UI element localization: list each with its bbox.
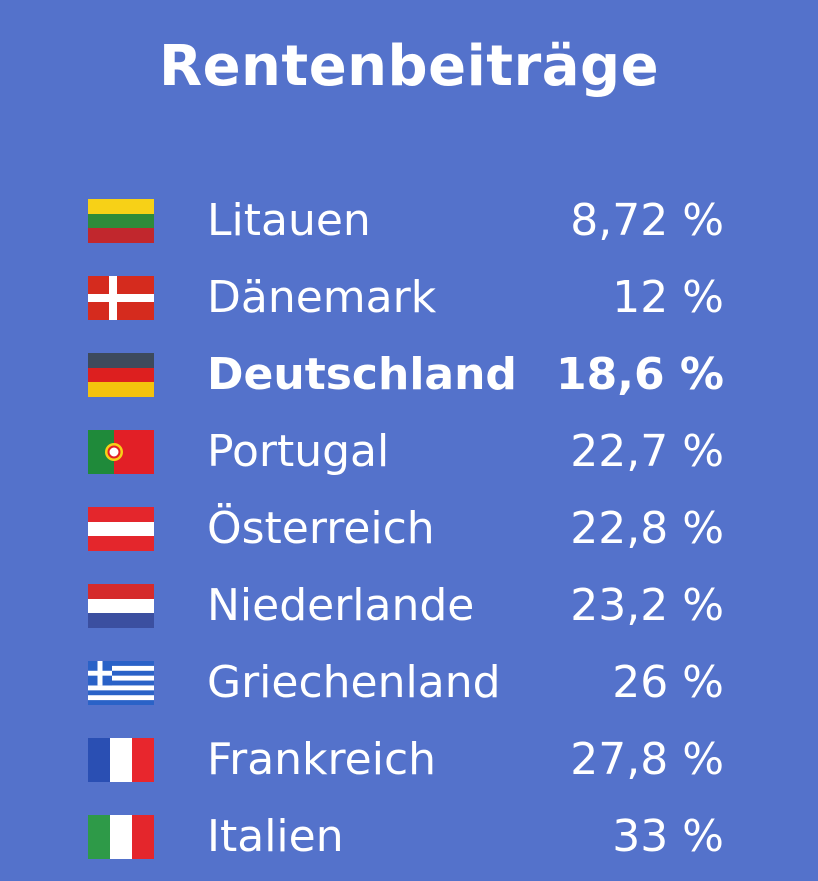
denmark-flag-icon	[88, 276, 154, 320]
lithuania-flag-icon	[88, 199, 154, 243]
contribution-value: 33 %	[612, 811, 724, 862]
country-row: Portugal 22,7 %	[0, 415, 818, 492]
country-name: Litauen	[207, 195, 371, 246]
contribution-value: 18,6 %	[556, 349, 724, 400]
france-flag-icon	[88, 738, 154, 782]
country-row: Österreich 22,8 %	[0, 492, 818, 569]
contribution-value: 26 %	[612, 657, 724, 708]
country-name: Italien	[207, 811, 344, 862]
country-row: Griechenland 26 %	[0, 646, 818, 723]
germany-flag-icon	[88, 353, 154, 397]
country-row: Frankreich 27,8 %	[0, 723, 818, 800]
contribution-value: 27,8 %	[570, 734, 724, 785]
portugal-flag-icon	[88, 430, 154, 474]
country-name: Niederlande	[207, 580, 475, 631]
country-name: Portugal	[207, 426, 390, 477]
italy-flag-icon	[88, 815, 154, 859]
greece-flag-icon	[88, 661, 154, 705]
chart-title: Rentenbeiträge	[158, 34, 660, 99]
country-row: Italien 33 %	[0, 800, 818, 877]
country-name: Griechenland	[207, 657, 501, 708]
country-row: Dänemark 12 %	[0, 261, 818, 338]
country-name: Dänemark	[207, 272, 437, 323]
austria-flag-icon	[88, 507, 154, 551]
contribution-value: 22,8 %	[570, 503, 724, 554]
country-name: Österreich	[207, 503, 435, 554]
contribution-value: 12 %	[612, 272, 724, 323]
country-row: Niederlande 23,2 %	[0, 569, 818, 646]
contribution-value: 22,7 %	[570, 426, 724, 477]
netherlands-flag-icon	[88, 584, 154, 628]
country-name: Deutschland	[207, 349, 517, 400]
contribution-value: 8,72 %	[570, 195, 724, 246]
country-row: Litauen 8,72 %	[0, 184, 818, 261]
country-list: Litauen 8,72 % Dänemark 12 % Deutschland 18,6…	[0, 184, 818, 877]
country-name: Frankreich	[207, 734, 437, 785]
country-row: Deutschland 18,6 %	[0, 338, 818, 415]
contribution-value: 23,2 %	[570, 580, 724, 631]
